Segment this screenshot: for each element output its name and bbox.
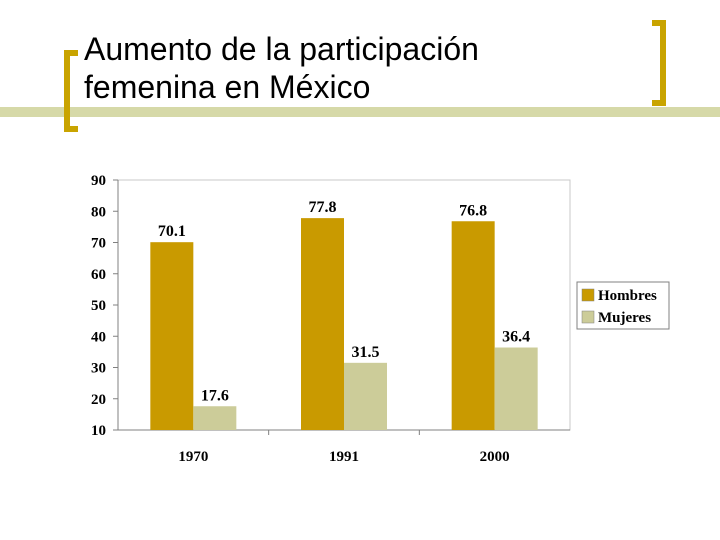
bar-hombres-2000 [451, 221, 495, 430]
bar-mujeres-2000 [494, 347, 538, 430]
chart-legend: Hombres Mujeres [576, 281, 670, 330]
data-label: 77.8 [309, 199, 337, 216]
left-bracket-top [64, 50, 78, 56]
data-label: 76.8 [459, 202, 487, 219]
y-tick-label: 40 [91, 329, 106, 345]
x-tick-label: 2000 [480, 449, 510, 465]
bar-mujeres-1991 [344, 362, 387, 430]
y-tick-label: 30 [91, 361, 106, 377]
legend-label: Mujeres [598, 310, 651, 326]
legend-swatch [581, 288, 595, 302]
y-tick-label: 70 [91, 236, 106, 252]
right-bracket-bar [660, 20, 666, 106]
right-bracket-bottom [652, 100, 666, 106]
y-tick-label: 80 [91, 204, 106, 220]
bar-mujeres-1970 [193, 406, 237, 430]
decorative-band [0, 107, 720, 117]
data-label: 17.6 [201, 387, 229, 404]
legend-swatch [581, 310, 595, 324]
data-label: 70.1 [158, 223, 186, 240]
right-bracket-top [652, 20, 666, 26]
left-bracket-bottom [64, 126, 78, 132]
bar-hombres-1991 [301, 218, 344, 430]
slide-title-line-2: femenina en México [84, 69, 371, 105]
x-tick-label: 1970 [178, 449, 208, 465]
slide-title: Aumento de la participación femenina en … [84, 30, 644, 106]
y-tick-label: 10 [91, 423, 106, 439]
data-label: 36.4 [502, 329, 530, 346]
chart-data-labels: 70.1 17.6 77.8 31.5 76.8 36.4 [158, 199, 530, 404]
left-bracket-bar [64, 50, 70, 132]
legend-label: Hombres [598, 288, 657, 304]
data-label: 31.5 [352, 344, 380, 361]
chart-bars [150, 218, 538, 430]
bar-hombres-1970 [150, 242, 194, 430]
y-tick-label: 20 [91, 392, 106, 408]
y-tick-label: 90 [91, 173, 106, 189]
x-tick-label: 1991 [329, 449, 359, 465]
y-tick-label: 60 [91, 267, 106, 283]
y-tick-label: 50 [91, 298, 106, 314]
slide-title-line-1: Aumento de la participación [84, 31, 479, 67]
